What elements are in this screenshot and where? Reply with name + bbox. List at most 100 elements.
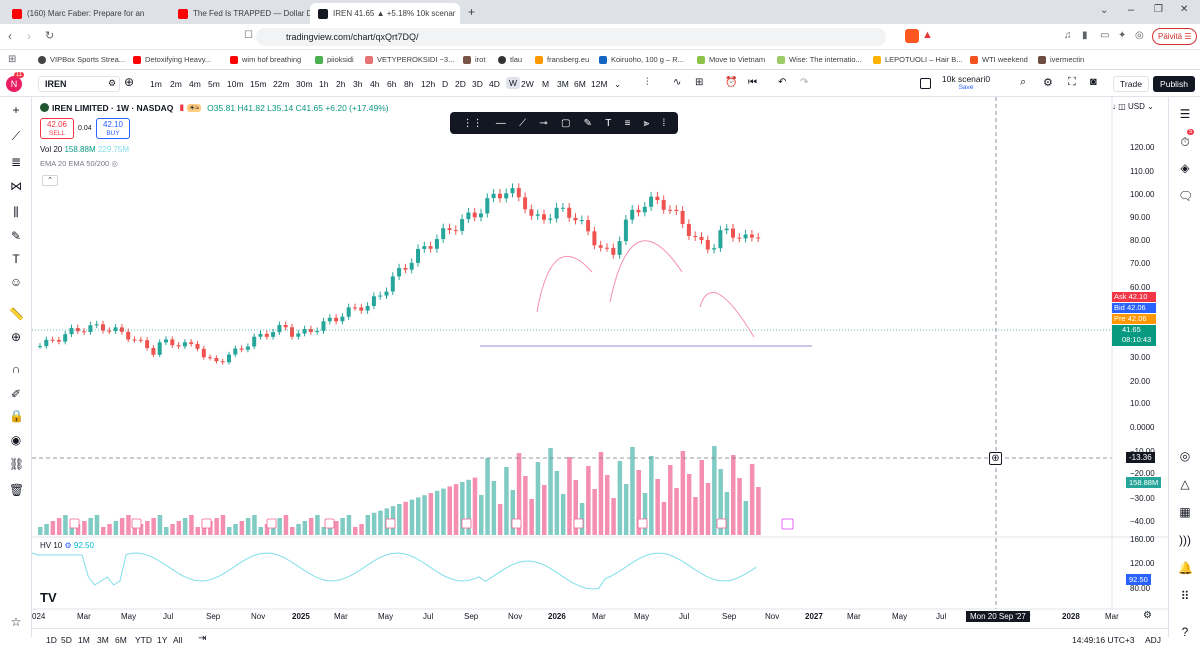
fib-tool-icon[interactable]: ≡ [624, 117, 631, 129]
layers-icon[interactable]: ◈ [1180, 161, 1190, 175]
undo-icon[interactable]: ↶ [778, 77, 787, 88]
timeframe-12h[interactable]: 12h [421, 79, 436, 89]
chart-pane[interactable]: IREN LIMITED · 1W · NASDAQ ▮ ☀≈ O35.81 H… [32, 97, 1168, 637]
chevron-down-icon[interactable]: ⌄ [1100, 5, 1109, 16]
hv-settings-icon[interactable]: ⚙ [64, 541, 72, 550]
magnet-icon[interactable]: ∩ [11, 362, 21, 376]
alerts-clock-icon[interactable]: ⏱ [1180, 135, 1190, 149]
calendar-icon[interactable]: ▦ [1179, 505, 1191, 519]
timeframe-12M[interactable]: 12M [591, 79, 608, 89]
trendline-tool-icon[interactable]: ⟋ [519, 117, 527, 129]
favorite-star-icon[interactable]: ☆ [10, 615, 22, 629]
indicators-icon[interactable]: ∿ [673, 77, 682, 88]
timeframe-4D[interactable]: 4D [489, 79, 500, 89]
update-button[interactable]: Päivitä ☰ [1152, 28, 1198, 45]
layout-name[interactable]: 10k scenari0 Save [941, 74, 991, 91]
collapse-legend-icon[interactable]: ⌃ [42, 175, 58, 186]
timeframe-3D[interactable]: 3D [472, 79, 483, 89]
buy-button[interactable]: 42.10 BUY [96, 118, 130, 139]
extensions-icon[interactable]: ✦ [1118, 30, 1127, 41]
wallet-icon[interactable]: ▭ [1100, 30, 1110, 41]
bookmark-item[interactable]: VETYPEROKSIDI ~3... [365, 55, 454, 64]
warning-icon[interactable]: ▲ [922, 29, 933, 41]
timeframe-1h[interactable]: 1h [319, 79, 329, 89]
avatar[interactable]: N [6, 76, 22, 92]
bookmark-item[interactable]: Move to Vietnam [697, 55, 765, 64]
price-chart-svg[interactable] [32, 97, 1168, 637]
timeframe-W[interactable]: W [506, 77, 521, 89]
bookmark-star-icon[interactable]: ☐ [244, 30, 253, 41]
bookmark-item[interactable]: LEPOTUOLI – Hair B... [873, 55, 963, 64]
symbol-search[interactable]: IREN [38, 76, 120, 92]
url-field[interactable]: tradingview.com/chart/qxQrt7DQ/ [256, 28, 886, 46]
layout-checkbox-icon[interactable] [920, 78, 931, 89]
bookmark-item[interactable]: piioksidi [315, 55, 354, 64]
axis-settings-icon[interactable]: ⚙ [1143, 610, 1152, 621]
eye-icon[interactable]: ◉ [10, 433, 22, 447]
trendline-icon[interactable]: ⟋ [11, 129, 21, 143]
bell-icon[interactable]: 🔔 [1178, 561, 1193, 575]
bookmark-item[interactable]: ivermectin [1038, 55, 1084, 64]
sell-button[interactable]: 42.06 SELL [40, 118, 74, 139]
bookmark-item[interactable]: tlau [498, 55, 522, 64]
vpn-icon[interactable]: ◎ [1135, 30, 1144, 41]
new-tab-icon[interactable]: + [468, 5, 476, 19]
chat-icon[interactable]: 🗨 [1178, 189, 1194, 203]
range-5D[interactable]: 5D [61, 635, 72, 645]
fib-icon[interactable]: ≣ [10, 155, 22, 169]
range-1M[interactable]: 1M [78, 635, 90, 645]
timeframe-4m[interactable]: 4m [189, 79, 201, 89]
publish-button[interactable]: Publish [1153, 76, 1195, 92]
bookmark-item[interactable]: WTI weekend [970, 55, 1028, 64]
stream-icon[interactable]: ))) [1179, 533, 1191, 547]
ray-icon[interactable]: ⊸ [539, 117, 548, 129]
trade-button[interactable]: Trade [1113, 76, 1149, 92]
timeframe-D[interactable]: D [442, 79, 449, 89]
close-window-icon[interactable]: ✕ [1180, 4, 1189, 15]
currency-selector[interactable]: ↓ ◫ USD ⌄ [1112, 102, 1154, 111]
horizontal-line-icon[interactable]: — [495, 117, 506, 129]
timeframe-M[interactable]: M [542, 79, 550, 89]
emoji-icon[interactable]: ☺ [9, 275, 23, 289]
browser-tab[interactable]: The Fed Is TRAPPED — Dollar Devalu [170, 3, 310, 24]
sidebar-icon[interactable]: ▮ [1082, 30, 1088, 41]
timeframe-10m[interactable]: 10m [227, 79, 244, 89]
adj-toggle[interactable]: ADJ [1145, 635, 1162, 645]
replay-icon[interactable]: ⏮ [748, 77, 757, 88]
range-1D[interactable]: 1D [46, 635, 57, 645]
browser-tab-active[interactable]: IREN 41.65 ▲ +5.18% 10k scenar✕ [310, 3, 460, 24]
help-icon[interactable]: ? [1181, 625, 1189, 639]
pattern-icon[interactable]: ⋈ [10, 179, 22, 193]
fullscreen-icon[interactable]: ⛶ [1068, 76, 1076, 88]
flag-icon[interactable]: ▮ [179, 102, 185, 112]
more-tools-icon[interactable]: ⁞ [662, 117, 666, 129]
maximize-icon[interactable]: ❐ [1154, 4, 1163, 15]
pitchfork-icon[interactable]: ⫸ [643, 117, 650, 129]
ruler-icon[interactable]: 📏 [9, 307, 24, 321]
back-icon[interactable]: ‹ [8, 29, 12, 43]
text-icon[interactable]: T [12, 252, 20, 266]
zoom-in-icon[interactable]: ⊕ [10, 330, 22, 344]
timeframe-22m[interactable]: 22m [273, 79, 290, 89]
date-range-icon[interactable]: ⇥ [198, 633, 207, 644]
timeframe-6h[interactable]: 6h [387, 79, 397, 89]
templates-icon[interactable]: ⊞ [695, 77, 704, 88]
timeframe-3M[interactable]: 3M [557, 79, 569, 89]
timeframe-8h[interactable]: 8h [404, 79, 414, 89]
crosshair-icon[interactable]: + [12, 103, 20, 117]
timeframe-6M[interactable]: 6M [574, 79, 586, 89]
minimize-icon[interactable]: – [1128, 4, 1135, 16]
trash-icon[interactable]: 🗑 [9, 483, 25, 497]
bookmark-item[interactable]: irot [463, 55, 485, 64]
alert-icon[interactable]: ⏰ [725, 77, 738, 88]
range-All[interactable]: All [173, 635, 183, 645]
text-tool-icon[interactable]: T [605, 117, 612, 129]
bookmark-item[interactable]: VIPBox Sports Strea... [38, 55, 125, 64]
timeframe-30m[interactable]: 30m [296, 79, 313, 89]
timeframe-2h[interactable]: 2h [336, 79, 346, 89]
camera-icon[interactable]: ◙ [1090, 76, 1097, 88]
brave-shield-icon[interactable] [905, 29, 919, 43]
link-icon[interactable]: ⛓ [9, 457, 25, 471]
bookmark-item[interactable]: Wise: The internatio... [777, 55, 862, 64]
prediction-icon[interactable]: ⫼ [13, 205, 19, 219]
